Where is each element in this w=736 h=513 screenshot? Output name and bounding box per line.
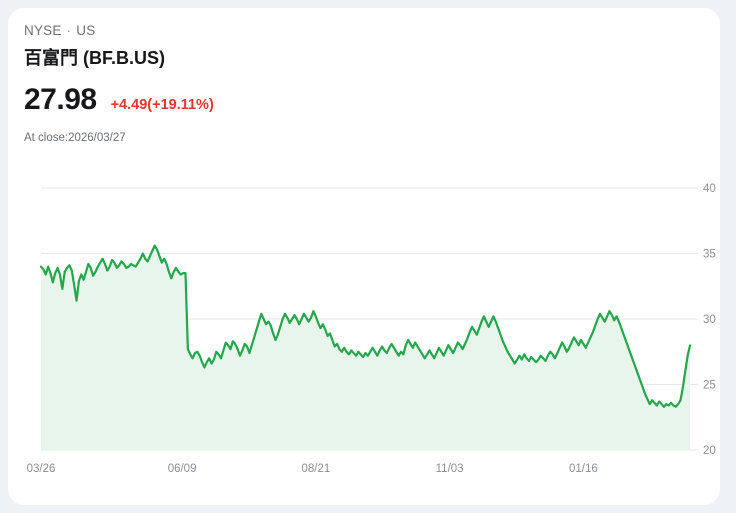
x-axis-labels: 03/26 06/09 08/21 11/03 01/16	[27, 463, 598, 475]
y-axis-tick-label: 40	[703, 183, 716, 195]
x-axis-tick-label: 11/03	[436, 463, 464, 475]
x-axis-tick-label: 08/21	[301, 463, 330, 475]
stock-quote-card: NYSE · US 百富門 (BF.B.US) 27.98 +4.49(+19.11…	[8, 8, 720, 505]
y-axis-tick-label: 25	[703, 380, 716, 392]
price-line	[39, 244, 692, 408]
x-axis-tick-label: 03/26	[27, 463, 56, 475]
x-axis-tick-label: 01/16	[569, 463, 598, 475]
price-area-fill	[41, 245, 690, 450]
y-axis-labels: 20 25 30 35 40	[703, 183, 716, 457]
price-chart-svg[interactable]: 20 25 30 35 40 03/26 06/09 08/21 11/03 01/16	[8, 170, 720, 490]
separator-dot: ·	[66, 23, 72, 38]
x-axis-tick-label: 06/09	[168, 463, 197, 475]
quote-header: NYSE · US 百富門 (BF.B.US) 27.98 +4.49(+19.11…	[24, 22, 664, 146]
exchange-label: NYSE	[24, 23, 62, 38]
close-timestamp: At close:2026/03/27	[24, 132, 126, 144]
price-row: 27.98 +4.49(+19.11%)	[24, 83, 664, 117]
region-label: US	[76, 23, 96, 38]
y-axis-tick-label: 30	[703, 314, 716, 326]
security-name: 百富門 (BF.B.US)	[24, 48, 165, 68]
last-price: 27.98	[24, 83, 97, 116]
price-chart[interactable]: 20 25 30 35 40 03/26 06/09 08/21 11/03 01/16	[8, 170, 720, 490]
price-change: +4.49(+19.11%)	[110, 97, 214, 113]
exchange-region-row: NYSE · US	[24, 22, 664, 40]
y-axis-tick-label: 35	[703, 249, 716, 261]
y-axis-tick-label: 20	[703, 445, 716, 457]
